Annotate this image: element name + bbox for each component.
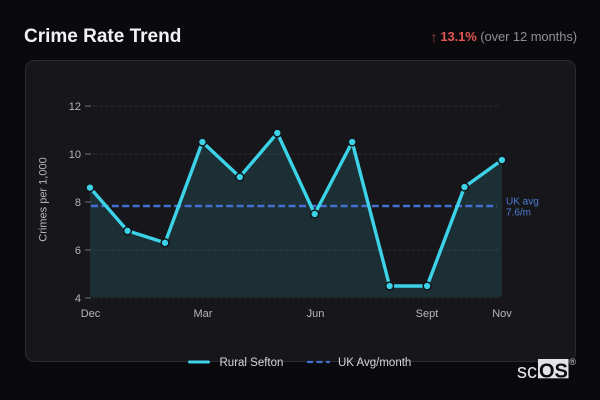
svg-text:UK avg: UK avg <box>506 197 539 208</box>
svg-text:8: 8 <box>75 197 81 209</box>
svg-text:Sept: Sept <box>416 308 439 320</box>
svg-text:Mar: Mar <box>194 308 213 320</box>
svg-text:4: 4 <box>75 293 81 305</box>
svg-text:®: ® <box>570 357 577 367</box>
svg-text:Jun: Jun <box>307 308 325 320</box>
svg-text:12: 12 <box>69 101 81 113</box>
svg-text:10: 10 <box>69 149 81 161</box>
svg-text:6: 6 <box>75 245 81 257</box>
svg-text:sc: sc <box>517 361 537 383</box>
svg-text:Crimes per 1,000: Crimes per 1,000 <box>38 157 50 241</box>
svg-text:OS: OS <box>539 361 568 383</box>
svg-text:7.6/m: 7.6/m <box>506 208 531 219</box>
svg-text:Dec: Dec <box>81 308 101 320</box>
svg-text:Rural Sefton: Rural Sefton <box>220 357 284 369</box>
svg-text:UK Avg/month: UK Avg/month <box>338 357 411 369</box>
svg-text:Nov: Nov <box>492 308 512 320</box>
